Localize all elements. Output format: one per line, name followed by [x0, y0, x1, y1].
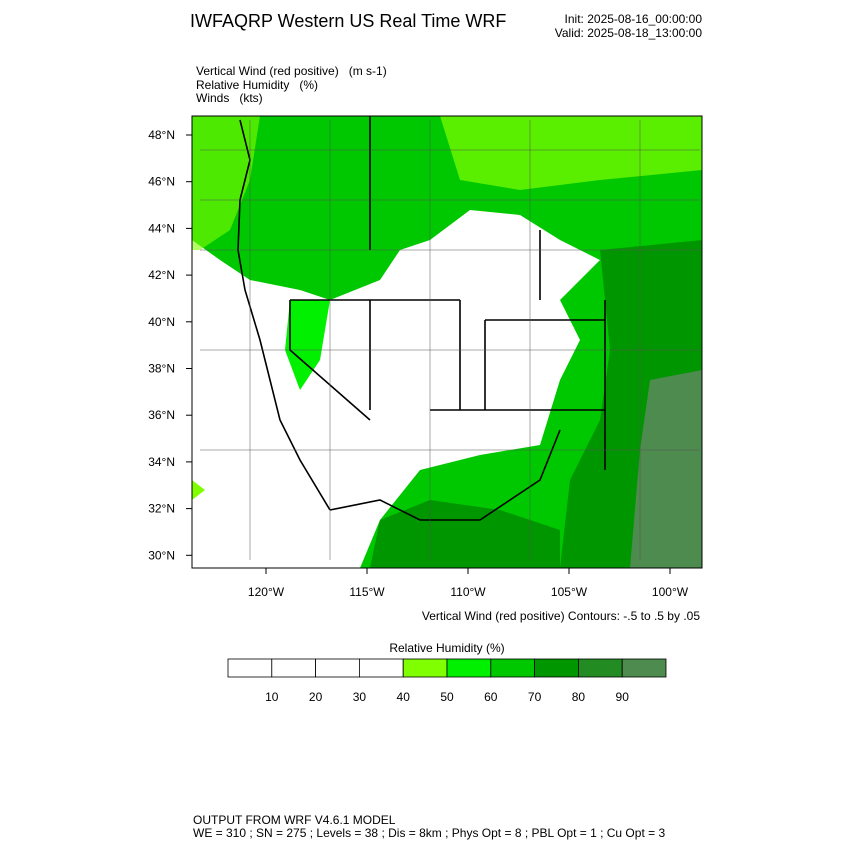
- lat-label: 36°N: [148, 408, 175, 422]
- lon-label: 105°W: [551, 585, 588, 599]
- colorbar-label: 30: [353, 690, 367, 704]
- field-label: Relative Humidity (%): [196, 78, 318, 92]
- colorbar-label: 10: [265, 690, 279, 704]
- field-label: Vertical Wind (red positive) (m s-1): [196, 64, 387, 78]
- colorbar-box: [621, 658, 667, 678]
- colorbar-box: [271, 658, 316, 678]
- colorbar-title: Relative Humidity (%): [389, 641, 504, 655]
- lat-label: 44°N: [148, 221, 175, 235]
- contour-note: Vertical Wind (red positive) Contours: -…: [422, 609, 700, 623]
- colorbar-label: 50: [440, 690, 454, 704]
- colorbar-label: 80: [572, 690, 586, 704]
- colorbar-label: 40: [397, 690, 411, 704]
- init-time: Init: 2025-08-16_00:00:00: [565, 12, 703, 26]
- lat-label: 48°N: [148, 128, 175, 142]
- map: [191, 115, 703, 569]
- colorbar-box: [578, 658, 623, 678]
- footer-line: WE = 310 ; SN = 275 ; Levels = 38 ; Dis …: [193, 826, 665, 840]
- colorbar-box: [402, 658, 448, 678]
- title: IWFAQRP Western US Real Time WRF: [190, 11, 506, 31]
- colorbar-label: 20: [309, 690, 323, 704]
- lon-label: 120°W: [248, 585, 285, 599]
- lon-label: 100°W: [652, 585, 689, 599]
- lat-label: 40°N: [148, 315, 175, 329]
- lat-label: 34°N: [148, 455, 175, 469]
- colorbar-box: [358, 658, 404, 678]
- colorbar-box: [315, 658, 360, 678]
- lon-label: 110°W: [450, 585, 486, 599]
- lat-label: 30°N: [148, 548, 175, 562]
- lat-label: 46°N: [148, 175, 175, 189]
- colorbar-box: [446, 658, 492, 678]
- field-label: Winds (kts): [196, 91, 263, 105]
- lon-label: 115°W: [349, 585, 385, 599]
- footer-line: OUTPUT FROM WRF V4.6.1 MODEL: [193, 813, 396, 827]
- colorbar-label: 90: [616, 690, 630, 704]
- colorbar-label: 60: [484, 690, 498, 704]
- lat-label: 32°N: [148, 502, 175, 516]
- lat-label: 42°N: [148, 268, 175, 282]
- valid-time: Valid: 2025-08-18_13:00:00: [555, 26, 703, 40]
- lat-label: 38°N: [148, 362, 175, 376]
- colorbar-box: [534, 658, 579, 678]
- map-frame: [191, 115, 703, 569]
- colorbar-box: [490, 658, 535, 678]
- colorbar-box: [227, 658, 273, 678]
- colorbar-label: 70: [528, 690, 542, 704]
